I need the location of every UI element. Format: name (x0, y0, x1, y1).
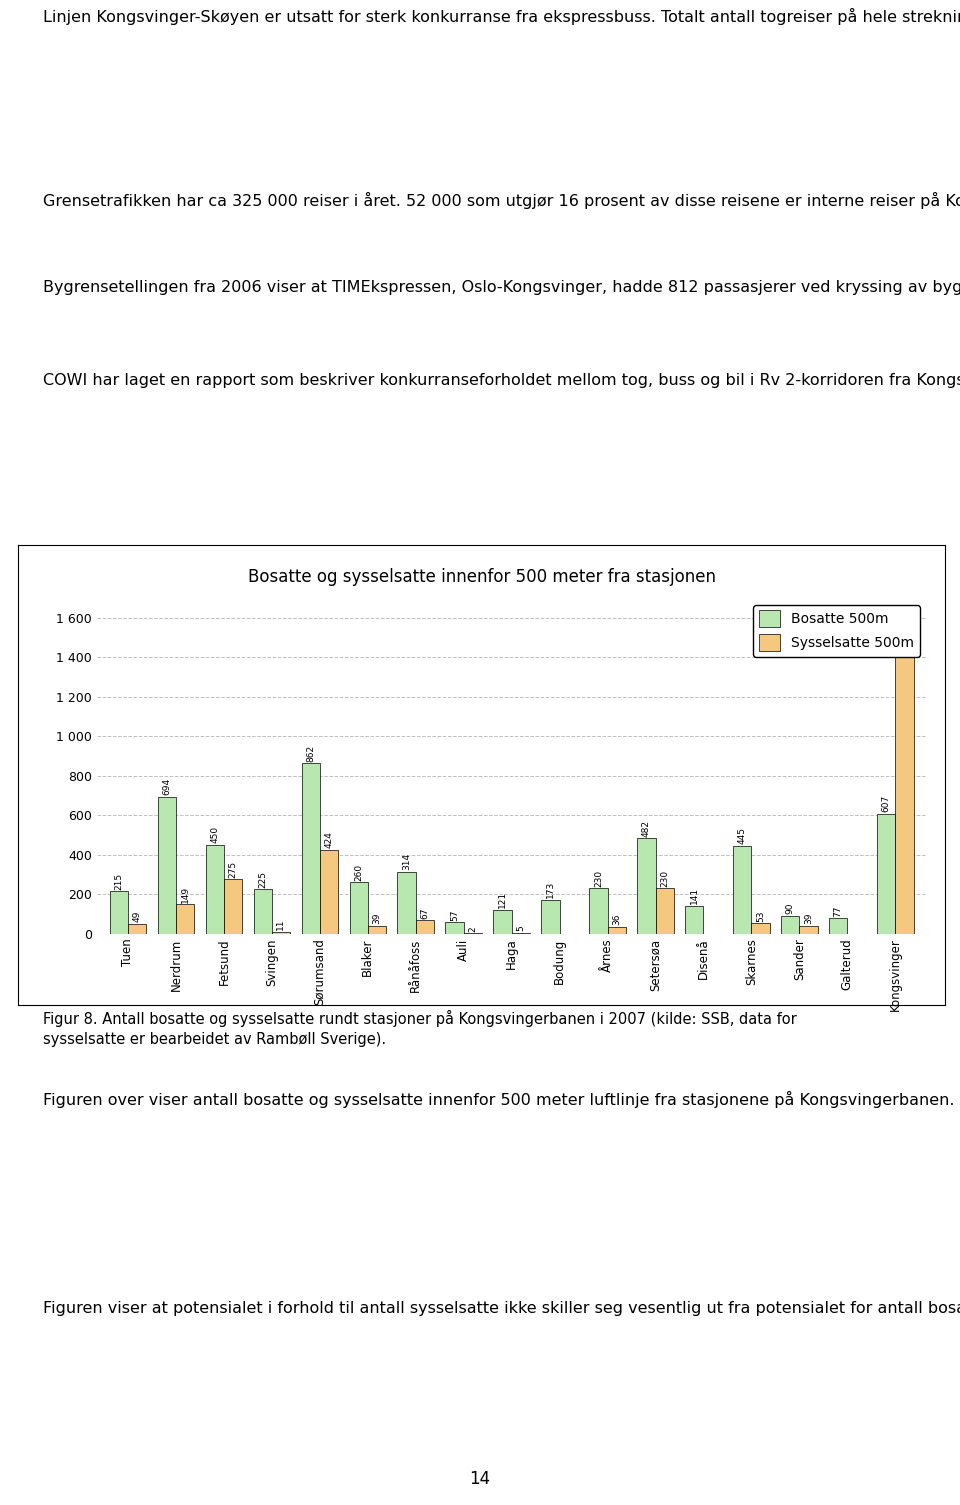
Bar (349, 882, 368, 933)
Text: 260: 260 (354, 864, 363, 880)
Bar (320, 850, 338, 933)
Bar (752, 923, 770, 933)
Text: Linjen Kongsvinger-Skøyen er utsatt for sterk konkurranse fra ekspressbuss. Tota: Linjen Kongsvinger-Skøyen er utsatt for … (43, 8, 960, 26)
Text: 57: 57 (450, 909, 459, 921)
Text: Bosatte og sysselsatte innenfor 500 meter fra stasjonen: Bosatte og sysselsatte innenfor 500 mete… (248, 567, 715, 585)
Bar (176, 905, 194, 933)
Bar (656, 888, 674, 933)
Text: 11: 11 (276, 918, 285, 930)
Bar (157, 796, 176, 933)
Text: 173: 173 (546, 880, 555, 898)
Text: 77: 77 (833, 906, 843, 917)
Text: 225: 225 (258, 871, 267, 888)
Text: 2: 2 (468, 926, 477, 932)
Text: Figuren viser at potensialet i forhold til antall sysselsatte ikke skiller seg v: Figuren viser at potensialet i forhold t… (43, 1299, 960, 1315)
Text: 49: 49 (132, 911, 141, 923)
Text: 424: 424 (324, 831, 333, 849)
Text: 230: 230 (594, 870, 603, 886)
Text: 14: 14 (469, 1470, 491, 1487)
Bar (800, 926, 818, 933)
Text: 607: 607 (881, 795, 891, 813)
Bar (368, 926, 386, 933)
Bar (637, 838, 656, 933)
Bar (272, 932, 290, 933)
Bar (224, 879, 242, 933)
Text: 445: 445 (738, 828, 747, 844)
Text: Figuren over viser antall bosatte og sysselsatte innenfor 500 meter luftlinje fr: Figuren over viser antall bosatte og sys… (43, 1090, 960, 1108)
Bar (896, 656, 914, 933)
Text: 275: 275 (228, 861, 237, 877)
Text: 39: 39 (804, 914, 813, 924)
Bar (541, 900, 560, 933)
Text: COWI har laget en rapport som beskriver konkurranseforholdet mellom tog, buss og: COWI har laget en rapport som beskriver … (43, 372, 960, 388)
Bar (416, 921, 434, 933)
Legend: Bosatte 500m, Sysselsatte 500m: Bosatte 500m, Sysselsatte 500m (754, 605, 920, 656)
Text: 149: 149 (180, 885, 189, 903)
Text: 862: 862 (306, 745, 315, 762)
Text: 67: 67 (420, 908, 429, 920)
Text: 121: 121 (498, 891, 507, 908)
Text: 215: 215 (114, 873, 123, 889)
Text: Bygrensetellingen fra 2006 viser at TIMEkspressen, Oslo-Kongsvinger, hadde 812 p: Bygrensetellingen fra 2006 viser at TIME… (43, 277, 960, 295)
Text: 90: 90 (786, 903, 795, 915)
Bar (781, 917, 800, 933)
Bar (445, 923, 464, 933)
Text: Figur 8. Antall bosatte og sysselsatte rundt stasjoner på Kongsvingerbanen i 200: Figur 8. Antall bosatte og sysselsatte r… (43, 1010, 797, 1047)
Text: 482: 482 (642, 820, 651, 837)
Bar (589, 888, 608, 933)
Bar (829, 918, 848, 933)
Text: 314: 314 (402, 853, 411, 870)
Text: Grensetrafikken har ca 325 000 reiser i året. 52 000 som utgjør 16 prosent av di: Grensetrafikken har ca 325 000 reiser i … (43, 193, 960, 209)
Bar (109, 891, 128, 933)
Text: 53: 53 (756, 911, 765, 921)
Bar (877, 814, 896, 933)
Text: 36: 36 (612, 914, 621, 926)
Bar (128, 924, 146, 933)
Bar (685, 906, 704, 933)
Text: 230: 230 (660, 870, 669, 886)
Text: 39: 39 (372, 914, 381, 924)
Bar (397, 871, 416, 933)
Text: 141: 141 (690, 886, 699, 905)
Bar (205, 844, 224, 933)
Text: 694: 694 (162, 778, 171, 795)
Text: 450: 450 (210, 826, 219, 843)
Bar (493, 911, 512, 933)
Bar (301, 763, 320, 933)
Text: 1403: 1403 (900, 632, 909, 655)
Text: 5: 5 (516, 926, 525, 932)
Bar (253, 889, 272, 933)
Bar (608, 927, 626, 933)
Bar (733, 846, 752, 933)
